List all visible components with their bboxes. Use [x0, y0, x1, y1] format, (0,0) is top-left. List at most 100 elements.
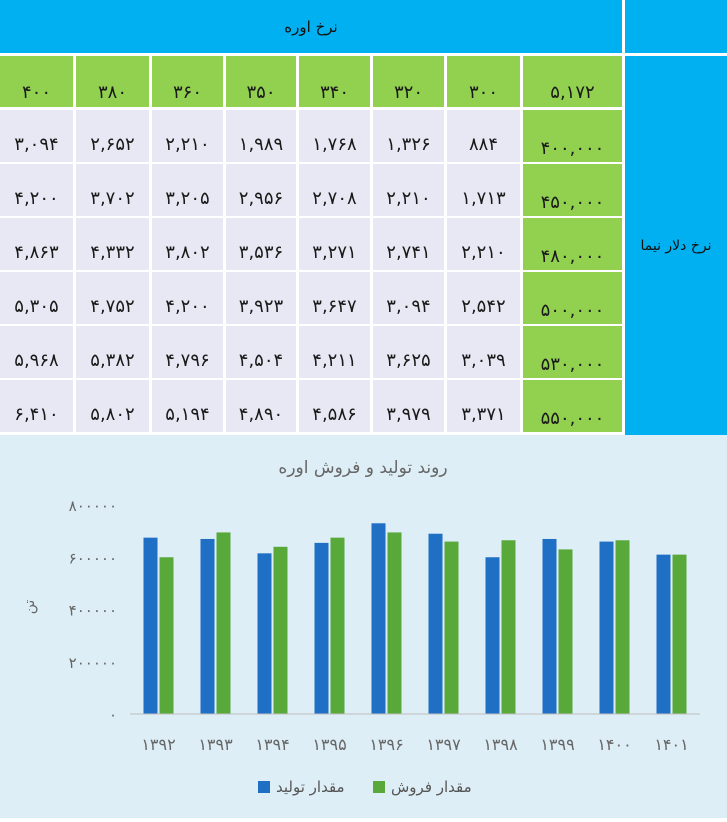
corner-value: ۵,۱۷۲: [523, 56, 622, 107]
chart-svg: روند تولید و فروش اوره تن ۰ ۲۰۰۰۰۰ ۴۰۰۰۰۰ ۶…: [22, 458, 700, 796]
urea-rate-column-header: ۳۵۰: [226, 56, 296, 107]
bar-production-7: [542, 538, 557, 714]
x-tick-label: ۱۴۰۰: [597, 735, 631, 754]
legend: مقدار تولید مقدار فروش: [258, 778, 472, 796]
x-tick-label: ۱۳۹۹: [540, 735, 574, 754]
table-cell: ۵,۳۸۲: [76, 326, 149, 378]
bar-production-3: [314, 542, 329, 714]
y-tick-label: ۲۰۰۰۰۰: [69, 654, 117, 672]
x-tick-label: ۱۳۹۳: [198, 735, 233, 754]
bar-production-0: [143, 537, 158, 714]
table-cell: ۱,۷۶۸: [299, 110, 370, 162]
x-tick-label: ۱۳۹۵: [312, 735, 346, 754]
table-cell: ۳,۹۲۳: [226, 272, 296, 324]
x-tick-label: ۱۳۹۲: [141, 735, 175, 754]
y-tick-label: ۸۰۰۰۰۰: [69, 497, 117, 515]
bar-sales-6: [501, 540, 516, 714]
table-cell: ۲,۲۱۰: [152, 110, 223, 162]
urea-rate-column-header: ۳۸۰: [76, 56, 149, 107]
legend-swatch: [258, 781, 270, 793]
table-cell: ۳,۹۷۹: [373, 380, 444, 432]
table-cell: ۱,۳۲۶: [373, 110, 444, 162]
legend-label: مقدار تولید: [276, 778, 345, 796]
bar-production-1: [200, 538, 215, 714]
table-cell: ۳,۲۰۵: [152, 164, 223, 216]
table-cell: ۶,۴۱۰: [0, 380, 73, 432]
bar-production-8: [599, 541, 614, 714]
bar-production-5: [428, 533, 443, 714]
table-cell: ۳,۷۰۲: [76, 164, 149, 216]
urea-rate-column-header: ۳۴۰: [299, 56, 370, 107]
table-cell: ۴,۵۸۶: [299, 380, 370, 432]
table-cell: ۳,۰۹۴: [0, 110, 73, 162]
x-tick-label: ۱۴۰۱: [654, 735, 688, 754]
dollar-rate-row-key: ۵۰۰,۰۰۰: [523, 272, 622, 324]
nima-dollar-rate-header: نرخ دلار نیما: [625, 56, 727, 435]
y-tick-label: ۶۰۰۰۰۰: [69, 549, 117, 567]
bar-sales-3: [330, 537, 345, 714]
dollar-rate-row-key: ۵۵۰,۰۰۰: [523, 380, 622, 432]
table-cell: ۲,۷۴۱: [373, 218, 444, 270]
dollar-rate-row-key: ۴۸۰,۰۰۰: [523, 218, 622, 270]
bar-sales-5: [444, 541, 459, 714]
table-cell: ۳,۸۰۲: [152, 218, 223, 270]
table-cell: ۲,۶۵۲: [76, 110, 149, 162]
table-cell: ۳,۰۹۴: [373, 272, 444, 324]
urea-rate-column-header: ۳۰۰: [447, 56, 520, 107]
table-cell: ۴,۸۹۰: [226, 380, 296, 432]
urea-rate-column-header: ۴۰۰: [0, 56, 73, 107]
urea-rate-column-header: ۳۲۰: [373, 56, 444, 107]
legend-label: مقدار فروش: [391, 778, 472, 796]
table-cell: ۳,۲۷۱: [299, 218, 370, 270]
table-cell: ۴,۲۰۰: [152, 272, 223, 324]
x-tick-label: ۱۳۹۸: [483, 735, 518, 754]
y-tick-label: ۴۰۰۰۰۰: [69, 602, 117, 620]
corner-header-cell: [625, 0, 727, 53]
bar-sales-2: [273, 546, 288, 714]
bar-sales-7: [558, 549, 573, 714]
table-cell: ۵,۳۰۵: [0, 272, 73, 324]
x-tick-label: ۱۳۹۶: [369, 735, 403, 754]
bar-production-2: [257, 553, 272, 714]
urea-rate-header: نرخ اوره: [0, 0, 622, 53]
x-tick-labels: ۱۳۹۲ ۱۳۹۳ ۱۳۹۴ ۱۳۹۵ ۱۳۹۶ ۱۳۹۷ ۱۳۹۸ ۱۳۹۹ ۱۴۰۰ ۱۴۰۱: [141, 735, 688, 754]
chart-title: روند تولید و فروش اوره: [278, 458, 447, 478]
table-cell: ۲,۹۵۶: [226, 164, 296, 216]
table-cell: ۱,۹۸۹: [226, 110, 296, 162]
table-cell: ۲,۵۴۲: [447, 272, 520, 324]
table-cell: ۴,۸۶۳: [0, 218, 73, 270]
bar-production-4: [371, 523, 386, 714]
x-tick-label: ۱۳۹۴: [255, 735, 289, 754]
bar-sales-1: [216, 532, 231, 714]
dollar-rate-row-key: ۴۵۰,۰۰۰: [523, 164, 622, 216]
x-tick-label: ۱۳۹۷: [426, 735, 461, 754]
table-cell: ۳,۶۲۵: [373, 326, 444, 378]
dollar-rate-row-key: ۵۳۰,۰۰۰: [523, 326, 622, 378]
table-cell: ۱,۷۱۳: [447, 164, 520, 216]
bar-sales-9: [672, 554, 687, 714]
table-cell: ۴,۵۰۴: [226, 326, 296, 378]
bars: [143, 523, 687, 714]
urea-rate-column-header: ۳۶۰: [152, 56, 223, 107]
bar-production-6: [485, 557, 500, 714]
dollar-rate-row-key: ۴۰۰,۰۰۰: [523, 110, 622, 162]
bar-sales-4: [387, 532, 402, 714]
y-axis-label: تن: [22, 600, 38, 615]
table-cell: ۲,۲۱۰: [447, 218, 520, 270]
table-cell: ۵,۹۶۸: [0, 326, 73, 378]
table-cell: ۳,۵۳۶: [226, 218, 296, 270]
table-cell: ۵,۸۰۲: [76, 380, 149, 432]
table-cell: ۴,۷۹۶: [152, 326, 223, 378]
legend-swatch: [373, 781, 385, 793]
table-cell: ۲,۷۰۸: [299, 164, 370, 216]
y-tick-labels: ۰ ۲۰۰۰۰۰ ۴۰۰۰۰۰ ۶۰۰۰۰۰ ۸۰۰۰۰۰: [69, 497, 117, 724]
table-cell: ۴,۲۱۱: [299, 326, 370, 378]
bar-production-9: [656, 554, 671, 714]
production-sales-chart: روند تولید و فروش اوره تن ۰ ۲۰۰۰۰۰ ۴۰۰۰۰۰ ۶…: [0, 435, 727, 818]
bar-sales-8: [615, 540, 630, 714]
table-cell: ۲,۲۱۰: [373, 164, 444, 216]
table-cell: ۸۸۴: [447, 110, 520, 162]
bar-sales-0: [159, 557, 174, 714]
table-cell: ۳,۰۳۹: [447, 326, 520, 378]
table-cell: ۵,۱۹۴: [152, 380, 223, 432]
